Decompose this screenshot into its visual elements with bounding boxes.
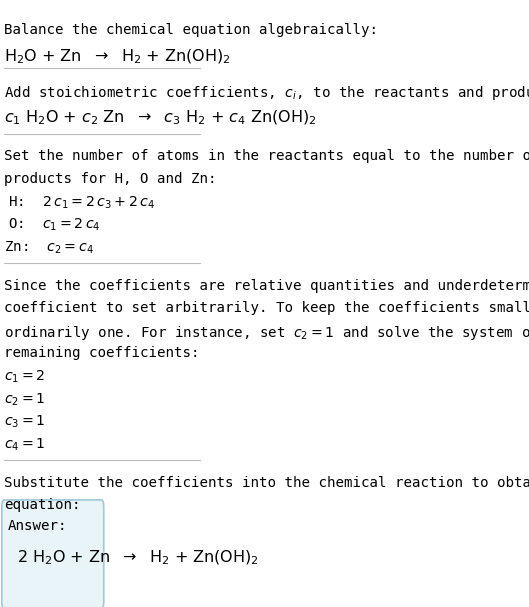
Text: H$_2$O + Zn  $\rightarrow$  H$_2$ + Zn(OH)$_2$: H$_2$O + Zn $\rightarrow$ H$_2$ + Zn(OH)… [4,48,231,66]
Text: O:  $c_1 = 2\,c_4$: O: $c_1 = 2\,c_4$ [8,217,101,233]
Text: Since the coefficients are relative quantities and underdetermined, choose a: Since the coefficients are relative quan… [4,279,529,293]
Text: Zn:  $c_2 = c_4$: Zn: $c_2 = c_4$ [4,239,94,256]
FancyBboxPatch shape [2,500,104,607]
Text: $c_4 = 1$: $c_4 = 1$ [4,436,45,453]
Text: Add stoichiometric coefficients, $c_i$, to the reactants and products:: Add stoichiometric coefficients, $c_i$, … [4,84,529,102]
Text: coefficient to set arbitrarily. To keep the coefficients small, the arbitrary va: coefficient to set arbitrarily. To keep … [4,301,529,315]
Text: H:  $2\,c_1 = 2\,c_3 + 2\,c_4$: H: $2\,c_1 = 2\,c_3 + 2\,c_4$ [8,194,155,211]
Text: equation:: equation: [4,498,81,512]
Text: remaining coefficients:: remaining coefficients: [4,346,200,360]
Text: Answer:: Answer: [8,519,68,533]
Text: 2 H$_2$O + Zn  $\rightarrow$  H$_2$ + Zn(OH)$_2$: 2 H$_2$O + Zn $\rightarrow$ H$_2$ + Zn(O… [17,549,259,567]
Text: Substitute the coefficients into the chemical reaction to obtain the balanced: Substitute the coefficients into the che… [4,475,529,489]
Text: $c_1 = 2$: $c_1 = 2$ [4,368,45,385]
Text: $c_1$ H$_2$O + $c_2$ Zn  $\rightarrow$  $c_3$ H$_2$ + $c_4$ Zn(OH)$_2$: $c_1$ H$_2$O + $c_2$ Zn $\rightarrow$ $c… [4,109,317,127]
Text: $c_3 = 1$: $c_3 = 1$ [4,413,45,430]
Text: Set the number of atoms in the reactants equal to the number of atoms in the: Set the number of atoms in the reactants… [4,149,529,163]
Text: Balance the chemical equation algebraically:: Balance the chemical equation algebraica… [4,23,378,37]
Text: products for H, O and Zn:: products for H, O and Zn: [4,172,217,186]
Text: ordinarily one. For instance, set $c_2 = 1$ and solve the system of equations fo: ordinarily one. For instance, set $c_2 =… [4,324,529,342]
Text: $c_2 = 1$: $c_2 = 1$ [4,391,45,407]
